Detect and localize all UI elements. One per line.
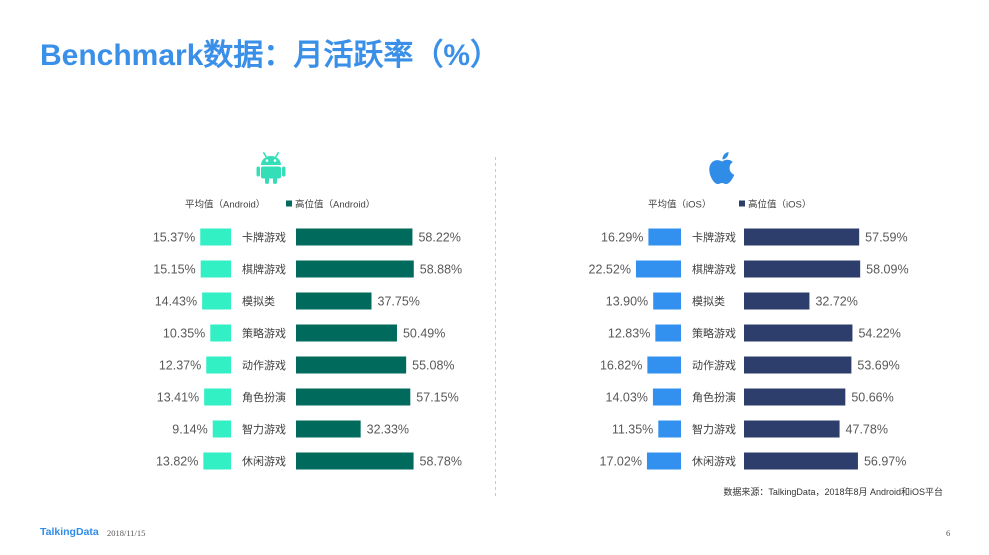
category-label-ios: 策略游戏: [692, 326, 736, 340]
bar-high-android: [296, 228, 413, 246]
value-label-average-ios: 13.90%: [606, 295, 648, 309]
category-label-android: 策略游戏: [242, 326, 286, 340]
category-label-android: 休闲游戏: [242, 454, 286, 468]
category-label-ios: 棋牌游戏: [692, 262, 736, 276]
bar-high-ios: [744, 292, 810, 310]
bar-average-android: [212, 420, 231, 438]
bar-high-ios: [744, 356, 852, 374]
category-label-ios: 模拟类: [692, 294, 725, 308]
category-label-ios: 卡牌游戏: [692, 230, 736, 244]
ios-chart: 16.29% 卡牌游戏 57.59% 22.52% 棋牌游戏 58.09% 13.90% 模拟…: [589, 228, 909, 470]
value-label-high-ios: 56.97%: [864, 455, 906, 469]
bar-high-android: [296, 420, 361, 438]
value-label-high-ios: 58.09%: [866, 263, 908, 277]
bar-average-android: [200, 228, 231, 246]
value-label-average-ios: 16.82%: [600, 359, 642, 373]
value-label-average-android: 15.37%: [153, 231, 195, 245]
legend-android: 平均值（Android） 高位值（Android）: [185, 199, 375, 211]
bar-average-ios: [648, 228, 681, 246]
legend-marker-high-ios: [739, 200, 745, 207]
bar-high-ios: [744, 228, 860, 246]
legend-label-average-ios: 平均值（iOS）: [648, 199, 711, 211]
value-label-high-ios: 53.69%: [857, 359, 899, 373]
bar-high-ios: [744, 388, 846, 406]
legend-ios: 平均值（iOS） 高位值（iOS）: [648, 199, 811, 211]
bar-average-ios: [647, 356, 681, 374]
value-label-high-android: 58.22%: [418, 231, 460, 245]
value-label-average-android: 14.43%: [155, 295, 197, 309]
bar-average-ios: [635, 260, 681, 278]
bar-high-android: [296, 388, 411, 406]
value-label-high-ios: 54.22%: [858, 327, 900, 341]
category-label-android: 模拟类: [242, 294, 275, 308]
bar-average-ios: [653, 292, 681, 310]
category-label-ios: 智力游戏: [692, 422, 736, 436]
bar-high-android: [296, 356, 407, 374]
legend-label-average-android: 平均值（Android）: [185, 199, 265, 211]
value-label-high-ios: 47.78%: [846, 423, 888, 437]
legend-marker-high-android: [286, 200, 292, 207]
data-source-note: 数据来源：TalkingData，2018年8月 Android和iOS平台: [723, 487, 943, 497]
value-label-average-ios: 12.83%: [608, 327, 650, 341]
value-label-average-ios: 14.03%: [606, 391, 648, 405]
value-label-average-android: 13.41%: [157, 391, 199, 405]
legend-label-high-ios: 高位值（iOS）: [748, 199, 811, 211]
page-number: 6: [946, 528, 951, 538]
value-label-average-ios: 16.29%: [601, 231, 643, 245]
bar-high-android: [296, 260, 414, 278]
value-label-average-ios: 11.35%: [612, 423, 653, 437]
bar-average-android: [206, 356, 231, 374]
value-label-high-ios: 50.66%: [851, 391, 893, 405]
bar-high-android: [296, 452, 414, 470]
value-label-average-ios: 22.52%: [589, 263, 631, 277]
bar-high-ios: [744, 452, 858, 470]
bar-average-ios: [658, 420, 681, 438]
bar-average-android: [202, 292, 231, 310]
category-label-android: 动作游戏: [242, 359, 286, 372]
android-chart: 15.37% 卡牌游戏 58.22% 15.15% 棋牌游戏 58.88% 14.43% 模拟…: [153, 228, 462, 470]
value-label-average-android: 12.37%: [159, 359, 201, 373]
value-label-high-ios: 57.59%: [865, 231, 907, 245]
value-label-average-ios: 17.02%: [600, 455, 642, 469]
value-label-high-android: 58.88%: [420, 263, 462, 277]
bar-average-ios: [652, 388, 681, 406]
category-label-ios: 休闲游戏: [692, 454, 736, 468]
legend-label-high-android: 高位值（Android）: [295, 199, 375, 211]
bar-high-ios: [744, 324, 853, 342]
category-label-android: 角色扮演: [242, 390, 286, 404]
bar-high-android: [296, 292, 372, 310]
value-label-high-android: 58.78%: [420, 455, 462, 469]
category-label-ios: 角色扮演: [692, 390, 736, 404]
value-label-high-ios: 32.72%: [815, 295, 857, 309]
value-label-high-android: 50.49%: [403, 327, 445, 341]
bar-average-android: [203, 452, 231, 470]
android-icon: [256, 152, 286, 184]
category-label-ios: 动作游戏: [692, 359, 736, 372]
bar-average-android: [204, 388, 231, 406]
talkingdata-logo: TalkingData: [40, 526, 99, 538]
bar-average-ios: [646, 452, 681, 470]
footer-date: 2018/11/15: [107, 528, 146, 538]
value-label-average-android: 15.15%: [153, 263, 195, 277]
bar-average-android: [200, 260, 231, 278]
value-label-high-android: 57.15%: [416, 391, 458, 405]
bar-high-android: [296, 324, 397, 342]
value-label-average-android: 10.35%: [163, 327, 205, 341]
bar-average-android: [210, 324, 231, 342]
category-label-android: 卡牌游戏: [242, 230, 286, 244]
category-label-android: 棋牌游戏: [242, 262, 286, 276]
apple-icon: [709, 152, 735, 185]
value-label-high-android: 32.33%: [367, 423, 409, 437]
bar-high-ios: [744, 260, 861, 278]
value-label-average-android: 13.82%: [156, 455, 198, 469]
bar-average-ios: [655, 324, 681, 342]
value-label-high-android: 55.08%: [412, 359, 454, 373]
slide-title: Benchmark数据：月活跃率（%）: [40, 39, 501, 72]
value-label-high-android: 37.75%: [378, 295, 420, 309]
bar-high-ios: [744, 420, 840, 438]
value-label-average-android: 9.14%: [172, 423, 207, 437]
category-label-android: 智力游戏: [242, 422, 286, 436]
